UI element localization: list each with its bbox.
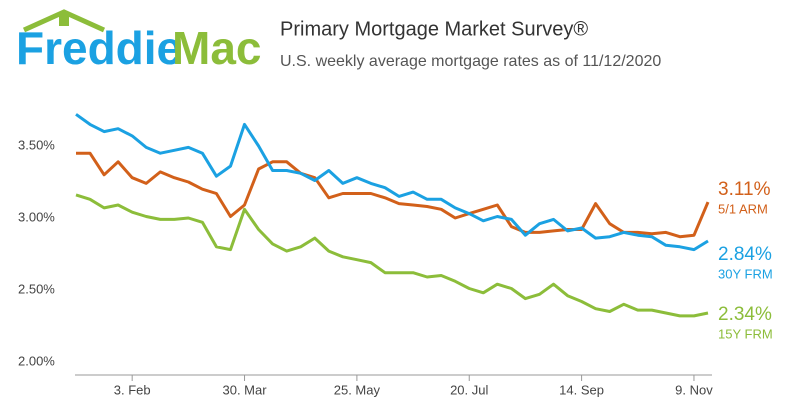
logo-left: Freddie [16,22,182,74]
logo-roof [22,9,106,33]
series-line [76,151,710,239]
logo-chimney [59,14,69,26]
y-tick-label: 2.50% [18,281,55,296]
series-line [75,193,709,318]
y-tick-label: 2.00% [18,353,55,368]
x-tick-label: 9. Nov [675,382,713,397]
series-name: 5/1 ARM [718,202,768,217]
logo-right: Mac [172,22,261,74]
series-name: 30Y FRM [718,266,773,281]
y-tick-label: 3.50% [18,137,55,152]
series-line [75,113,709,252]
x-tick-label: 3. Feb [114,382,151,397]
chart-subtitle: U.S. weekly average mortgage rates as of… [280,53,661,70]
value-label: 2.84% [718,244,772,265]
x-tick-label: 14. Sep [559,382,604,397]
value-label: 3.11% [718,179,771,200]
value-label: 2.34% [718,304,772,325]
chart-title: Primary Mortgage Market Survey® [280,18,588,40]
series-name: 15Y FRM [718,326,773,341]
x-tick-label: 20. Jul [450,382,488,397]
x-tick-label: 30. Mar [222,382,267,397]
y-tick-label: 3.00% [18,209,55,224]
x-tick-label: 25. May [334,382,381,397]
